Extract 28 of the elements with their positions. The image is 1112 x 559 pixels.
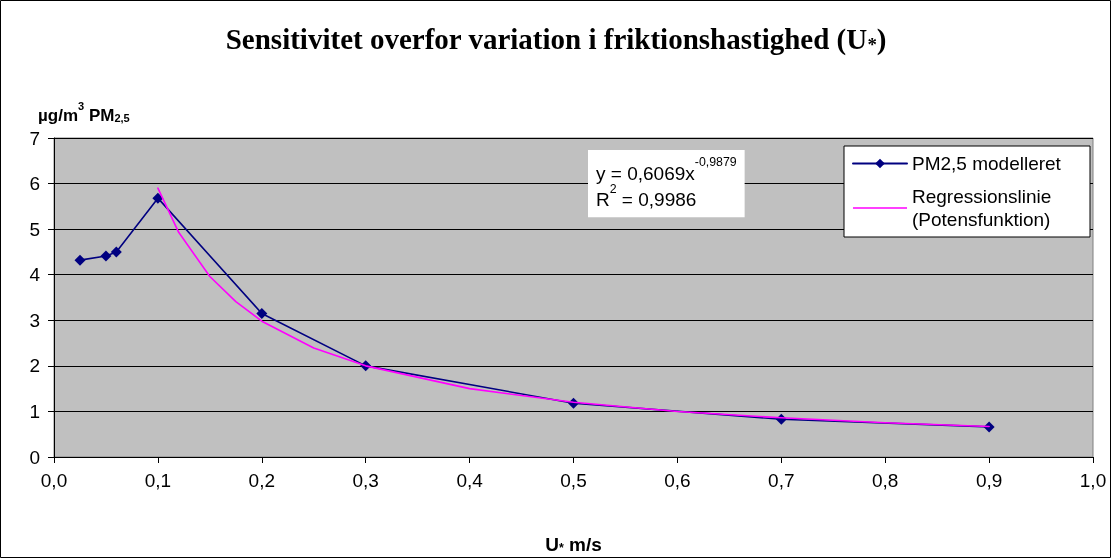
x-tick-label: 0,2 xyxy=(248,470,276,491)
point xyxy=(110,246,122,258)
y-tick-label: 7 xyxy=(29,127,40,149)
point xyxy=(100,250,112,262)
x-tick-label: 0,4 xyxy=(456,470,484,491)
legend-label: Regressionslinie (Potensfunktion) xyxy=(912,186,1057,230)
y-tick-label: 0 xyxy=(29,446,40,468)
point xyxy=(74,254,86,266)
y-tick-label: 1 xyxy=(29,400,40,422)
x-tick-label: 0,1 xyxy=(144,470,172,491)
x-tick-label: 0,8 xyxy=(871,470,899,491)
x-tick-label: 0,3 xyxy=(352,470,379,491)
x-tick-label: 0,5 xyxy=(560,470,587,491)
chart-title: Sensitivitet overfor variation i friktionshastighed (U*) xyxy=(225,23,887,57)
y-tick-label: 4 xyxy=(29,264,41,286)
x-axis-title: U* m/s xyxy=(545,533,602,555)
y-tick-label: 5 xyxy=(29,218,40,240)
point xyxy=(152,192,164,204)
x-tick-label: 1,0 xyxy=(1079,470,1107,491)
x-tick-label: 0,6 xyxy=(664,470,691,491)
point xyxy=(256,307,268,319)
x-tick-label: 0,9 xyxy=(975,470,1003,491)
y-tick-label: 3 xyxy=(29,309,40,331)
y-tick-label: 6 xyxy=(29,173,40,195)
legend-label: PM2,5 modelleret xyxy=(912,153,1062,174)
x-tick-label: 0,7 xyxy=(768,470,795,491)
y-tick-label: 2 xyxy=(29,355,40,377)
x-tick-label: 0,0 xyxy=(40,470,68,491)
